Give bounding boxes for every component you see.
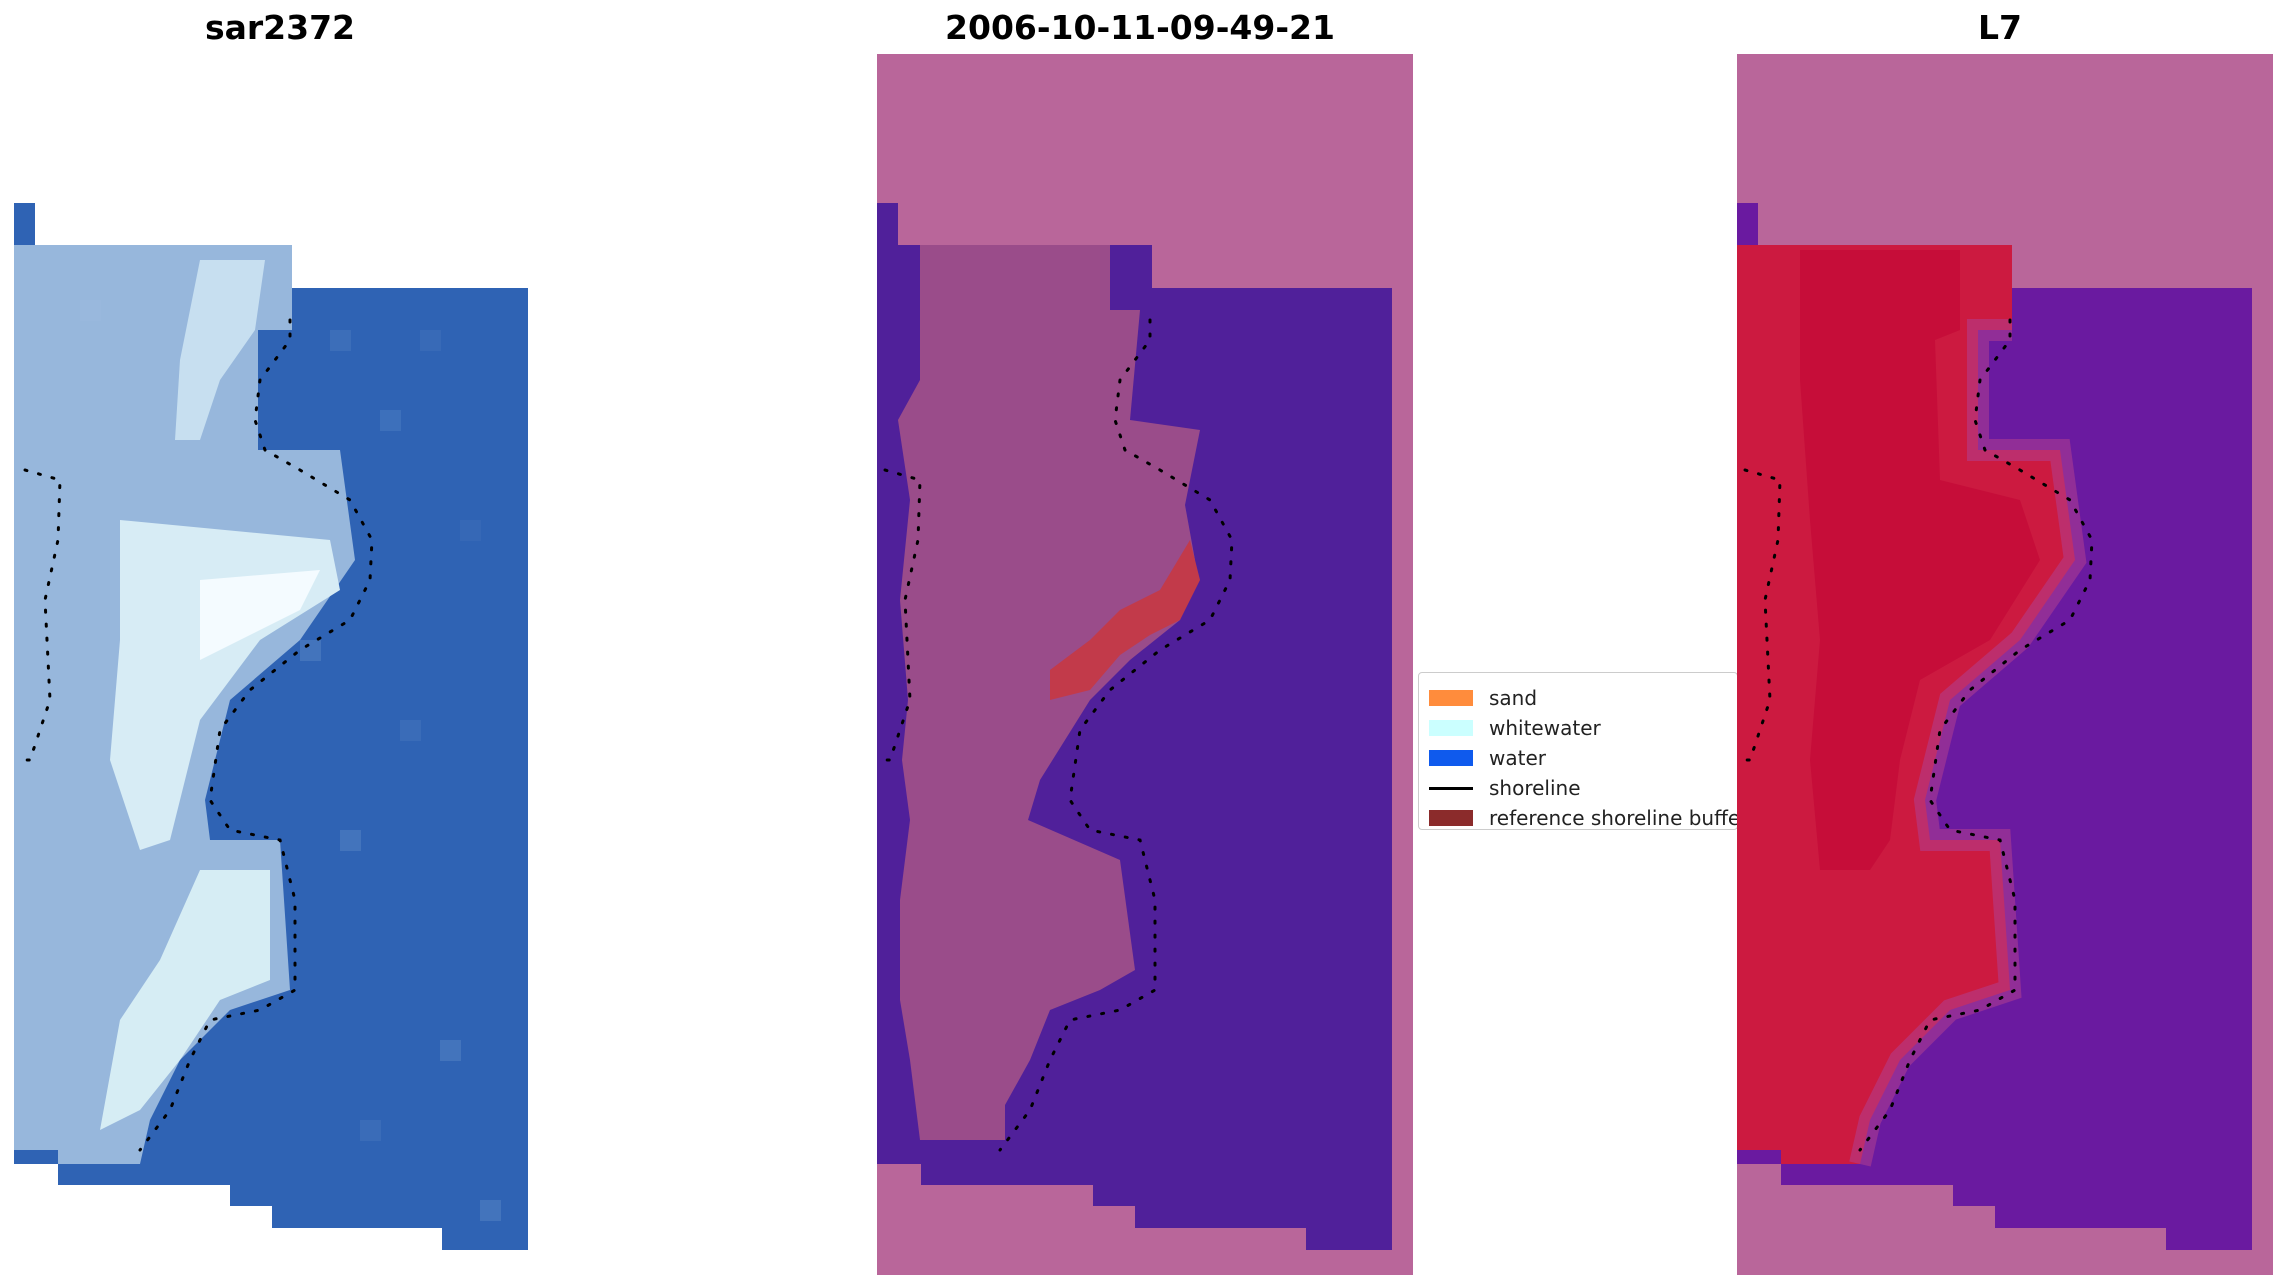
legend-item-water: water	[1429, 745, 1546, 771]
legend-swatch-sand	[1429, 690, 1473, 706]
legend-item-buffer: reference shoreline buffer	[1429, 805, 1738, 830]
classification-shoreline	[880, 318, 1234, 1152]
rgb-foam-lower	[100, 870, 270, 1130]
panel-title-rgb: sar2372	[204, 8, 356, 47]
legend-swatch-buffer	[1429, 810, 1473, 826]
legend: sand whitewater water shoreline referenc…	[1418, 672, 1738, 830]
legend-item-sand: sand	[1429, 685, 1537, 711]
sand-class-area	[898, 245, 1200, 1140]
mndwi-transition-band	[1849, 319, 2087, 1167]
legend-label: whitewater	[1489, 716, 1601, 740]
classification-panel: 2006-10-11-09-49-21	[860, 0, 1420, 1283]
mndwi-shoreline	[1740, 318, 2094, 1152]
mndwi-image	[1737, 54, 2273, 1275]
rgb-foam-white	[200, 570, 320, 660]
panel-title-classification: 2006-10-11-09-49-21	[945, 8, 1335, 47]
legend-label: reference shoreline buffer	[1489, 806, 1738, 830]
panel-title-mndwi: L7	[1978, 8, 2022, 47]
rgb-image	[14, 203, 528, 1250]
legend-swatch-whitewater	[1429, 720, 1473, 736]
mndwi-land-core	[1800, 250, 2040, 870]
legend-line-shoreline	[1429, 786, 1473, 790]
rgb-shoreline	[20, 318, 374, 1152]
rgb-image-panel: sar2372	[0, 0, 560, 1283]
mndwi-panel: L7	[1720, 0, 2278, 1283]
buffer-red-zone	[1050, 540, 1200, 700]
classification-image	[877, 54, 1413, 1275]
legend-item-shoreline: shoreline	[1429, 775, 1581, 801]
legend-item-whitewater: whitewater	[1429, 715, 1601, 741]
legend-label: water	[1489, 746, 1546, 770]
legend-swatch-water	[1429, 750, 1473, 766]
legend-label: sand	[1489, 686, 1538, 710]
legend-label: shoreline	[1489, 776, 1581, 800]
rgb-foam-upper	[175, 260, 265, 440]
